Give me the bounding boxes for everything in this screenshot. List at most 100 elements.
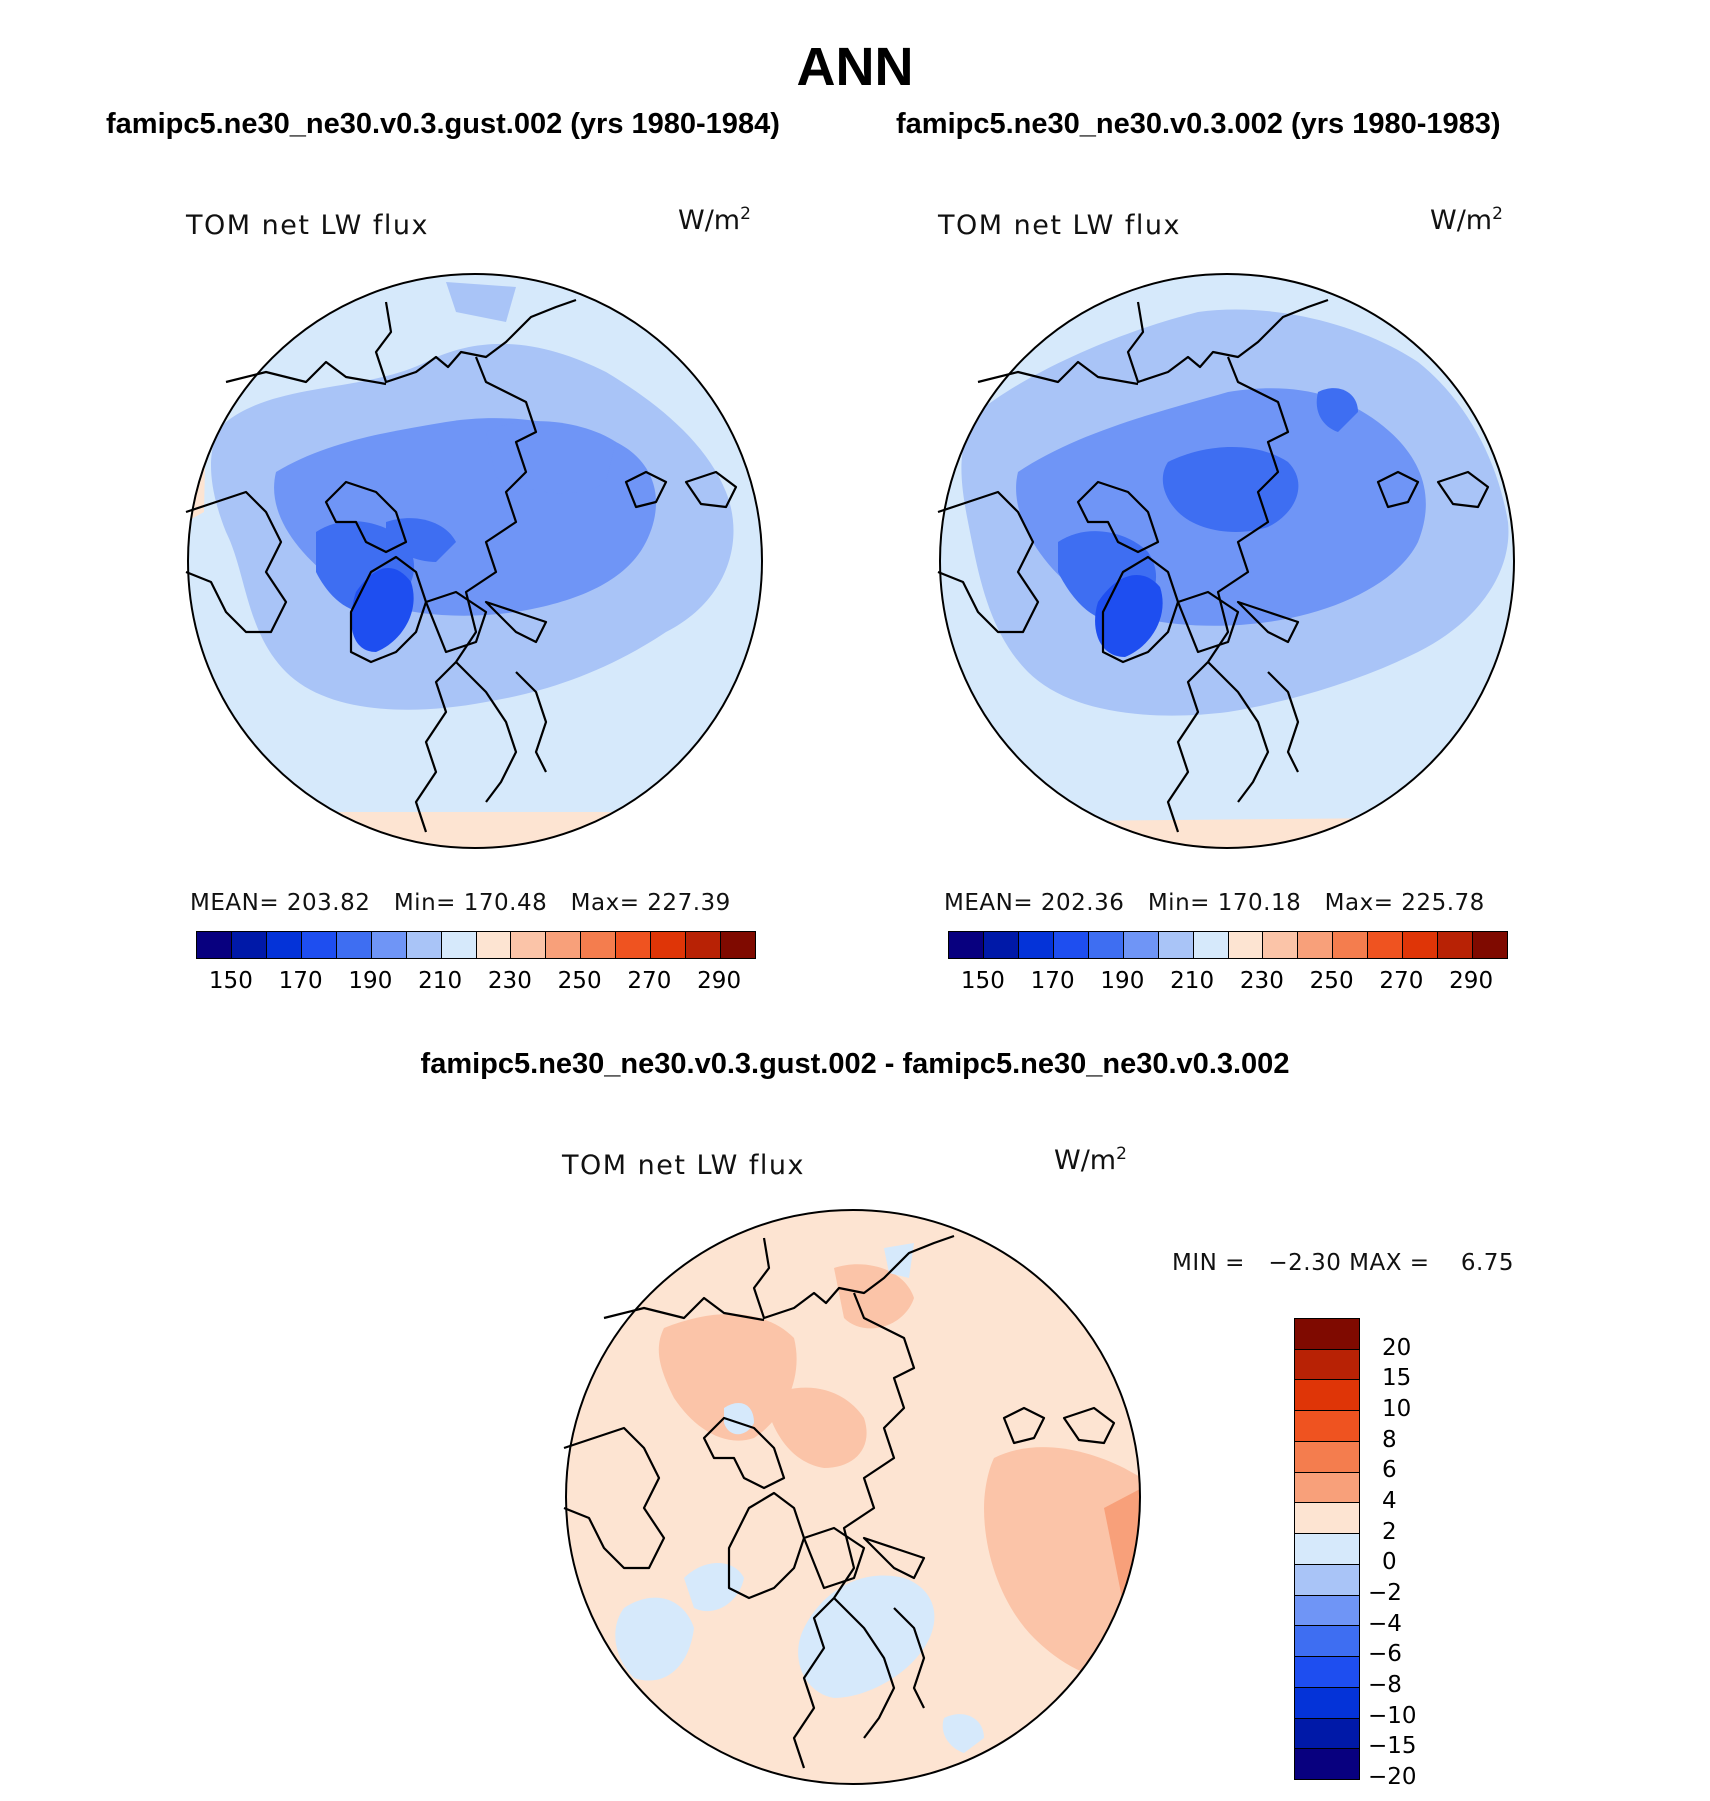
control-colorbar-swatch [1333, 932, 1369, 958]
difference-colorbar-swatch [1295, 1749, 1359, 1780]
difference-colorbar-tick-label: −10 [1368, 1702, 1417, 1729]
test-colorbar-swatch [511, 932, 547, 958]
difference-colorbar-tick-label: −8 [1368, 1672, 1402, 1698]
control-variable-label: TOM net LW flux [938, 210, 1181, 241]
control-polar-map [937, 273, 1515, 849]
difference-colorbar-swatch [1295, 1349, 1359, 1381]
test-colorbar-swatch [406, 932, 442, 958]
test-colorbar-swatch [651, 932, 687, 958]
control-case-title: famipc5.ne30_ne30.v0.3.002 (yrs 1980-198… [896, 108, 1501, 140]
control-colorbar-swatch [1193, 932, 1229, 958]
test-colorbar-tick-label: 290 [697, 968, 742, 994]
difference-colorbar-tick-label: −4 [1368, 1610, 1402, 1637]
difference-colorbar-swatch [1295, 1718, 1359, 1750]
difference-colorbar-ticks: 20 15 10 8 6 4 2 0 −2 −4 −6 −8 −10 −15 −20 [1368, 1318, 1448, 1788]
difference-colorbar-swatch [1295, 1503, 1359, 1535]
difference-units-label: W/m2 [1054, 1144, 1127, 1176]
difference-colorbar-swatch [1295, 1472, 1359, 1504]
test-colorbar-ticks: 150 170 190 210 230 250 270 290 [196, 968, 754, 996]
control-colorbar-swatch [1053, 932, 1089, 958]
test-colorbar-swatch [266, 932, 302, 958]
test-case-title: famipc5.ne30_ne30.v0.3.gust.002 (yrs 198… [106, 108, 780, 140]
difference-variable-label: TOM net LW flux [562, 1150, 805, 1181]
test-colorbar-swatch [231, 932, 267, 958]
difference-colorbar-swatch [1295, 1687, 1359, 1719]
test-stats: MEAN= 203.82 Min= 170.48 Max= 227.39 [190, 890, 731, 916]
difference-colorbar-swatch [1295, 1595, 1359, 1627]
test-colorbar-swatch [441, 932, 477, 958]
test-colorbar-tick-label: 210 [418, 968, 463, 994]
test-variable-label: TOM net LW flux [186, 210, 429, 241]
test-colorbar-swatch [686, 932, 722, 958]
page-title: ANN [796, 37, 914, 97]
difference-colorbar-swatch [1295, 1319, 1359, 1350]
control-colorbar-swatch [1438, 932, 1474, 958]
control-colorbar-swatch [1158, 932, 1194, 958]
control-colorbar-tick-label: 250 [1309, 968, 1354, 994]
difference-colorbar-swatch [1295, 1626, 1359, 1658]
difference-colorbar-tick-label: 20 [1382, 1334, 1412, 1361]
control-colorbar-tick-label: 270 [1379, 968, 1424, 994]
control-colorbar-tick-label: 150 [960, 968, 1005, 994]
control-colorbar-swatch [1473, 932, 1507, 958]
difference-colorbar-tick-label: 4 [1382, 1488, 1397, 1514]
control-colorbar-swatch [1298, 932, 1334, 958]
difference-colorbar-swatch [1295, 1441, 1359, 1473]
test-colorbar [196, 931, 756, 959]
control-colorbar-swatch [1018, 932, 1054, 958]
control-colorbar [948, 931, 1508, 959]
test-colorbar-swatch [336, 932, 372, 958]
difference-colorbar-tick-label: −2 [1368, 1580, 1402, 1606]
difference-colorbar-swatch [1295, 1411, 1359, 1442]
control-colorbar-tick-label: 170 [1030, 968, 1075, 994]
control-colorbar-ticks: 150 170 190 210 230 250 270 290 [948, 968, 1506, 996]
control-colorbar-swatch [1263, 932, 1299, 958]
difference-stats: MIN = −2.30 MAX = 6.75 [1172, 1250, 1515, 1276]
difference-colorbar-swatch [1295, 1657, 1359, 1688]
control-colorbar-swatch [1123, 932, 1159, 958]
control-colorbar-tick-label: 210 [1170, 968, 1215, 994]
test-polar-map [185, 273, 763, 849]
test-colorbar-tick-label: 270 [627, 968, 672, 994]
test-colorbar-swatch [301, 932, 337, 958]
control-units-label: W/m2 [1430, 204, 1503, 236]
test-colorbar-tick-label: 230 [487, 968, 532, 994]
test-colorbar-swatch [581, 932, 617, 958]
difference-colorbar-tick-label: −15 [1368, 1733, 1417, 1760]
difference-colorbar-tick-label: 0 [1382, 1549, 1397, 1576]
difference-colorbar-tick-label: 6 [1382, 1457, 1397, 1484]
test-units-label: W/m2 [678, 204, 751, 236]
difference-colorbar [1294, 1318, 1360, 1780]
test-colorbar-swatch [197, 932, 232, 958]
difference-colorbar-swatch [1295, 1564, 1359, 1596]
difference-case-title: famipc5.ne30_ne30.v0.3.gust.002 - famipc… [420, 1048, 1290, 1080]
control-colorbar-swatch [1368, 932, 1404, 958]
test-colorbar-swatch [476, 932, 512, 958]
control-colorbar-tick-label: 290 [1449, 968, 1494, 994]
difference-colorbar-tick-label: −6 [1368, 1641, 1402, 1668]
difference-colorbar-tick-label: −20 [1368, 1764, 1417, 1790]
test-colorbar-tick-label: 150 [208, 968, 253, 994]
test-colorbar-swatch [371, 932, 407, 958]
control-stats: MEAN= 202.36 Min= 170.18 Max= 225.78 [944, 890, 1485, 916]
difference-colorbar-tick-label: 15 [1382, 1365, 1412, 1392]
test-colorbar-tick-label: 170 [278, 968, 323, 994]
difference-colorbar-swatch [1295, 1534, 1359, 1565]
control-colorbar-swatch [1228, 932, 1264, 958]
difference-polar-map [563, 1209, 1141, 1785]
control-colorbar-swatch [1403, 932, 1439, 958]
control-colorbar-swatch [983, 932, 1019, 958]
difference-colorbar-swatch [1295, 1380, 1359, 1412]
difference-colorbar-tick-label: 2 [1382, 1518, 1397, 1545]
difference-colorbar-tick-label: 8 [1382, 1426, 1397, 1453]
test-colorbar-tick-label: 250 [557, 968, 602, 994]
test-colorbar-swatch [721, 932, 755, 958]
test-colorbar-tick-label: 190 [348, 968, 393, 994]
control-colorbar-tick-label: 190 [1100, 968, 1145, 994]
difference-colorbar-tick-label: 10 [1382, 1396, 1412, 1422]
control-colorbar-tick-label: 230 [1239, 968, 1284, 994]
control-colorbar-swatch [1088, 932, 1124, 958]
control-colorbar-swatch [949, 932, 984, 958]
test-colorbar-swatch [546, 932, 582, 958]
test-colorbar-swatch [616, 932, 652, 958]
